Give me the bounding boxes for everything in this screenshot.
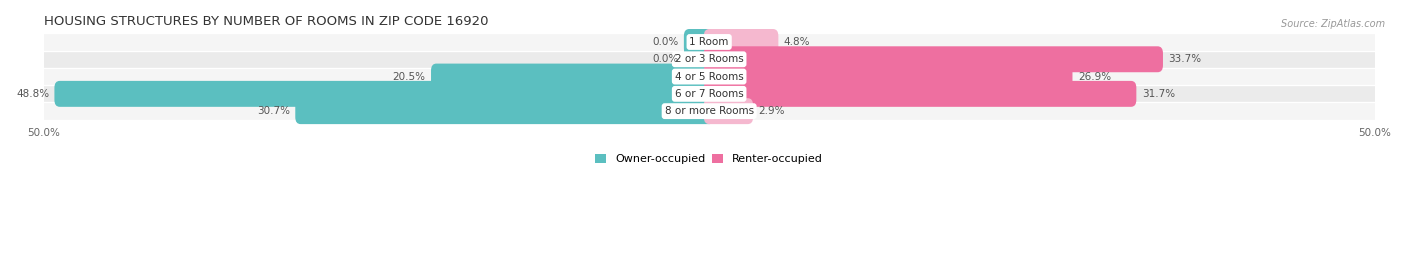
Text: 26.9%: 26.9%	[1078, 72, 1111, 82]
FancyBboxPatch shape	[295, 98, 714, 124]
Text: 0.0%: 0.0%	[652, 54, 679, 64]
Text: 4 or 5 Rooms: 4 or 5 Rooms	[675, 72, 744, 82]
Text: 30.7%: 30.7%	[257, 106, 290, 116]
Text: 31.7%: 31.7%	[1142, 89, 1175, 99]
FancyBboxPatch shape	[704, 63, 1073, 90]
FancyBboxPatch shape	[683, 46, 714, 72]
Text: HOUSING STRUCTURES BY NUMBER OF ROOMS IN ZIP CODE 16920: HOUSING STRUCTURES BY NUMBER OF ROOMS IN…	[44, 15, 488, 28]
FancyBboxPatch shape	[704, 81, 1136, 107]
Text: 0.0%: 0.0%	[652, 37, 679, 47]
Bar	[44, 85, 1375, 102]
Text: 33.7%: 33.7%	[1168, 54, 1201, 64]
Bar	[44, 68, 1375, 85]
Text: 4.8%: 4.8%	[783, 37, 810, 47]
Text: 1 Room: 1 Room	[689, 37, 728, 47]
Bar	[44, 33, 1375, 51]
Bar	[44, 51, 1375, 68]
FancyBboxPatch shape	[683, 29, 714, 55]
FancyBboxPatch shape	[704, 29, 779, 55]
FancyBboxPatch shape	[704, 98, 754, 124]
Text: Source: ZipAtlas.com: Source: ZipAtlas.com	[1281, 19, 1385, 29]
FancyBboxPatch shape	[55, 81, 714, 107]
Text: 20.5%: 20.5%	[392, 72, 426, 82]
Text: 2.9%: 2.9%	[758, 106, 785, 116]
Text: 6 or 7 Rooms: 6 or 7 Rooms	[675, 89, 744, 99]
Text: 48.8%: 48.8%	[15, 89, 49, 99]
FancyBboxPatch shape	[432, 63, 714, 90]
FancyBboxPatch shape	[704, 46, 1163, 72]
Text: 8 or more Rooms: 8 or more Rooms	[665, 106, 754, 116]
Legend: Owner-occupied, Renter-occupied: Owner-occupied, Renter-occupied	[591, 149, 828, 168]
Text: 2 or 3 Rooms: 2 or 3 Rooms	[675, 54, 744, 64]
Bar	[44, 102, 1375, 120]
